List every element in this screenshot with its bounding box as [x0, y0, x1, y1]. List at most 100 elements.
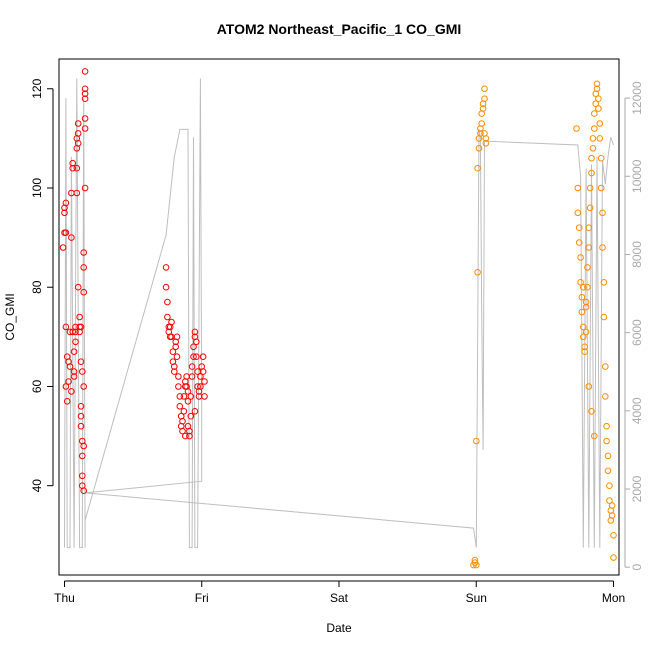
data-point [175, 383, 182, 390]
data-point [481, 85, 488, 93]
data-point [197, 383, 204, 390]
y-tick-label: 40 [30, 479, 44, 493]
data-point [582, 303, 590, 311]
data-point [184, 398, 192, 405]
data-point [73, 164, 81, 172]
data-point [595, 105, 602, 112]
data-point [600, 279, 608, 286]
data-point [74, 130, 82, 137]
data-points [59, 68, 617, 569]
y-tick-label: 100 [30, 178, 44, 198]
data-point [188, 363, 196, 370]
data-point [604, 452, 612, 460]
data-point [191, 408, 199, 415]
data-point [603, 437, 610, 445]
data-point [582, 328, 590, 336]
data-point [179, 417, 186, 425]
data-point [72, 338, 79, 346]
data-point [79, 452, 86, 460]
plot-frame [58, 58, 620, 576]
data-point [184, 388, 192, 395]
data-point [585, 224, 593, 231]
data-point [588, 169, 595, 177]
data-point [474, 269, 481, 276]
altitude-line [64, 78, 614, 549]
data-point [190, 343, 197, 351]
data-point [475, 145, 483, 152]
data-point [168, 318, 175, 326]
y2-tick-label: 2000 [630, 475, 644, 502]
data-point [74, 140, 82, 147]
data-point [577, 279, 584, 286]
data-point [69, 328, 76, 336]
data-point [81, 115, 89, 122]
data-point [186, 427, 193, 435]
data-point [173, 333, 181, 341]
data-point [81, 125, 89, 132]
data-point [193, 353, 200, 361]
data-point [182, 432, 189, 440]
data-point [62, 323, 70, 331]
data-point [600, 313, 608, 321]
data-point [72, 328, 79, 336]
y-tick-label: 120 [30, 78, 44, 98]
data-point [482, 135, 490, 142]
data-point [74, 120, 82, 127]
data-point [584, 283, 591, 291]
data-point [77, 412, 85, 420]
data-point [70, 368, 78, 375]
data-point [585, 244, 593, 251]
data-point [81, 95, 89, 102]
data-point [589, 135, 597, 142]
data-point [581, 343, 589, 351]
data-point [79, 368, 86, 375]
data-point [575, 224, 583, 231]
data-point [197, 373, 204, 380]
data-point [80, 288, 87, 296]
data-point [481, 95, 488, 102]
data-point [599, 209, 606, 217]
data-point [65, 378, 72, 385]
data-point [580, 283, 587, 291]
data-point [602, 393, 609, 400]
data-point [592, 100, 600, 107]
x-axis: Thu Fri Sat Sun Mon [54, 580, 625, 605]
data-point [172, 343, 179, 351]
data-point [162, 264, 170, 271]
data-point [608, 512, 616, 519]
data-point [175, 373, 182, 380]
data-point [599, 244, 606, 251]
data-point [575, 239, 583, 246]
data-point [179, 427, 186, 435]
data-point [577, 254, 584, 261]
data-point [68, 388, 75, 395]
data-point [201, 378, 208, 385]
data-point [586, 184, 594, 192]
data-point [81, 68, 89, 75]
data-point [173, 353, 181, 361]
data-point [81, 85, 89, 93]
data-point [69, 164, 76, 172]
data-point [188, 373, 196, 380]
data-point [580, 323, 587, 331]
data-point [574, 209, 582, 217]
data-point [610, 554, 617, 561]
data-point [586, 204, 594, 212]
data-point [70, 373, 78, 380]
data-point [578, 308, 586, 316]
data-point [191, 328, 199, 336]
y-tick-label: 80 [30, 280, 44, 294]
data-point [80, 487, 87, 495]
data-point [169, 348, 177, 356]
data-point [59, 244, 67, 251]
data-point [591, 125, 598, 132]
data-point [176, 393, 184, 400]
data-point [581, 348, 589, 356]
y2-tick-label: 0 [630, 564, 644, 571]
data-point [606, 482, 613, 490]
data-point [591, 432, 598, 440]
data-point [604, 467, 612, 475]
data-point [610, 532, 617, 539]
data-point [187, 393, 195, 400]
